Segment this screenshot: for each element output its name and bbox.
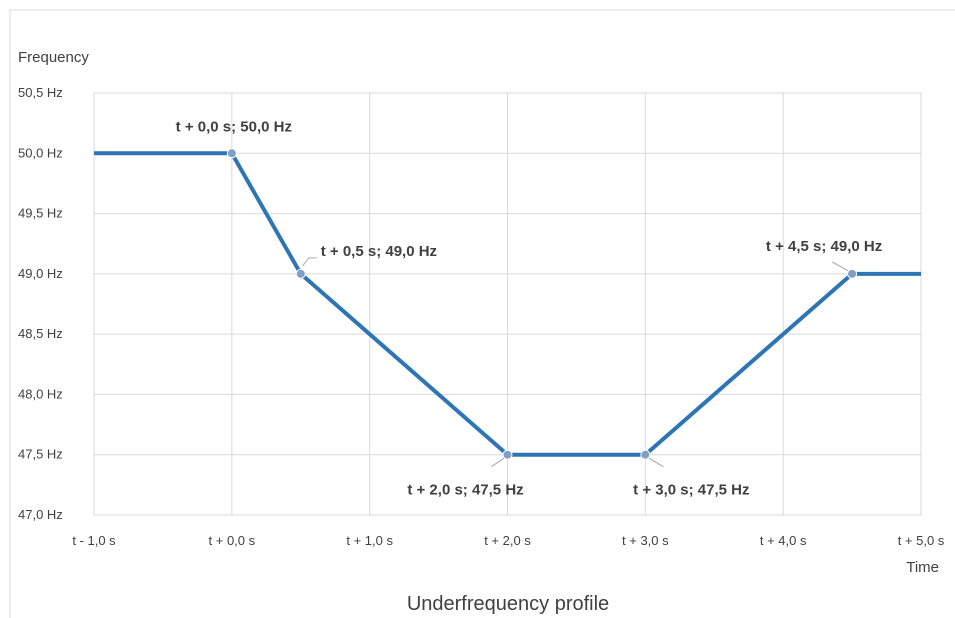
point-annotation: t + 2,0 s; 47,5 Hz (407, 482, 523, 499)
x-tick-label: t + 5,0 s (898, 533, 945, 548)
x-tick-label: t - 1,0 s (72, 533, 116, 548)
x-axis-title: Time (906, 559, 939, 576)
annotation-leader-line (302, 257, 317, 267)
y-axis-ticks: 47,0 Hz 47,5 Hz 48,0 Hz 48,5 Hz 49,0 Hz 49,5 … (18, 85, 63, 522)
data-point-marker (226, 148, 237, 159)
annotation-leader-line (648, 457, 664, 468)
y-tick-label: 47,5 Hz (18, 447, 63, 462)
grid (93, 92, 922, 516)
annotation-leader-line (831, 261, 849, 272)
x-tick-label: t + 4,0 s (760, 533, 807, 548)
y-tick-label: 49,5 Hz (18, 206, 63, 221)
y-axis-title: Frequency (18, 49, 89, 66)
y-tick-label: 48,5 Hz (18, 326, 63, 341)
data-point-marker (640, 449, 651, 460)
data-point-marker (502, 449, 513, 460)
x-tick-label: t + 2,0 s (484, 533, 531, 548)
y-tick-label: 48,0 Hz (18, 386, 63, 401)
point-annotation: t + 4,5 s; 49,0 Hz (766, 238, 882, 255)
x-axis-ticks: t - 1,0 s t + 0,0 s t + 1,0 s t + 2,0 s t + … (72, 533, 944, 548)
x-tick-label: t + 3,0 s (622, 533, 669, 548)
point-annotation: t + 0,5 s; 49,0 Hz (321, 243, 437, 260)
y-tick-label: 47,0 Hz (18, 507, 63, 522)
chart-title: Underfrequency profile (407, 593, 609, 615)
y-tick-label: 50,0 Hz (18, 145, 63, 160)
data-point-marker (295, 268, 306, 279)
data-annotations: t + 0,0 s; 50,0 Hz t + 0,5 s; 49,0 Hz t + … (176, 118, 883, 498)
x-tick-label: t + 1,0 s (346, 533, 393, 548)
data-point-marker (847, 268, 858, 279)
annotation-leader-line (491, 457, 505, 468)
y-tick-label: 50,5 Hz (18, 85, 63, 100)
point-annotation: t + 3,0 s; 47,5 Hz (633, 482, 749, 499)
data-markers (226, 148, 858, 460)
annotation-leaders (302, 257, 849, 468)
y-tick-label: 49,0 Hz (18, 266, 63, 281)
x-tick-label: t + 0,0 s (209, 533, 256, 548)
point-annotation: t + 0,0 s; 50,0 Hz (176, 118, 292, 135)
